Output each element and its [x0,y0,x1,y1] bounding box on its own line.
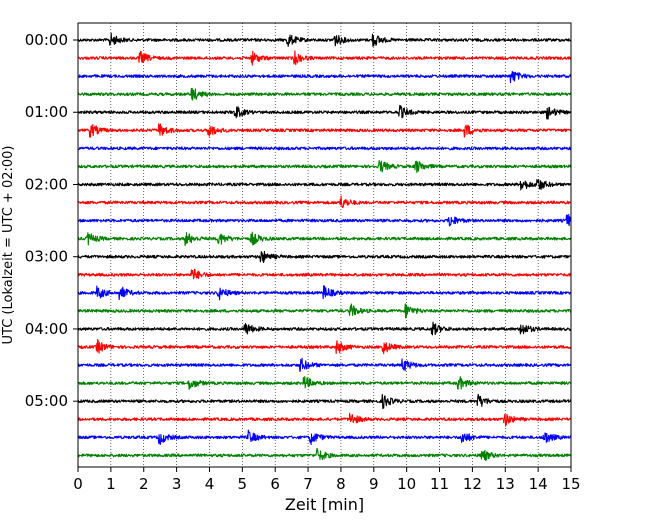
trace-0345 [77,303,572,319]
trace-0145 [77,160,572,174]
x-tick-label: 10 [397,475,416,493]
trace-0115 [77,123,572,138]
trace-0215 [77,195,572,208]
x-tick-label: 15 [561,475,580,493]
trace-0030 [77,70,572,84]
x-axis-label: Zeit [min] [285,495,364,514]
y-tick-label: 03:00 [25,248,68,266]
trace-0315 [77,268,572,280]
trace-0045 [77,87,572,101]
trace-0245 [77,231,572,247]
y-tick-label: 05:00 [25,392,68,410]
y-tick-label: 00:00 [25,31,68,49]
x-tick-label: 7 [303,475,313,493]
trace-0400 [77,321,572,336]
x-tick-label: 9 [369,475,379,493]
y-tick-label: 02:00 [25,175,68,193]
x-tick-label: 8 [336,475,346,493]
x-tick-label: 11 [430,475,449,493]
trace-0200 [77,179,572,191]
trace-0130 [77,146,572,151]
trace-0300 [77,250,572,264]
y-tick-label: 01:00 [25,103,68,121]
seismic-traces [77,32,572,461]
y-axis-label: UTC (Lokalzeit = UTC + 02:00) [1,146,16,345]
y-tick-label: 04:00 [25,320,68,338]
trace-0430 [77,357,572,373]
x-tick-label: 3 [172,475,182,493]
x-tick-label: 13 [496,475,515,493]
trace-0545 [77,448,572,461]
trace-0100 [77,104,572,120]
x-tick-label: 12 [463,475,482,493]
trace-0000 [77,32,572,47]
trace-0015 [77,50,572,66]
trace-0500 [77,393,572,409]
trace-0445 [77,375,572,390]
trace-0415 [77,339,572,355]
x-tick-label: 14 [529,475,548,493]
x-grid [110,23,539,467]
x-axis-ticks: 0 1 2 3 4 5 6 7 8 9 10 11 12 13 14 15 [73,467,581,493]
x-tick-label: 0 [73,475,83,493]
trace-0530 [77,429,572,446]
plot-frame [77,22,572,468]
trace-0330 [77,285,572,301]
y-axis-ticks: 00:00 01:00 02:00 03:00 04:00 05:00 [25,31,78,410]
trace-0515 [77,412,572,427]
x-tick-label: 6 [270,475,280,493]
x-tick-label: 5 [238,475,248,493]
x-tick-label: 4 [205,475,215,493]
x-tick-label: 2 [139,475,149,493]
x-tick-label: 1 [106,475,116,493]
trace-0230 [77,213,572,227]
